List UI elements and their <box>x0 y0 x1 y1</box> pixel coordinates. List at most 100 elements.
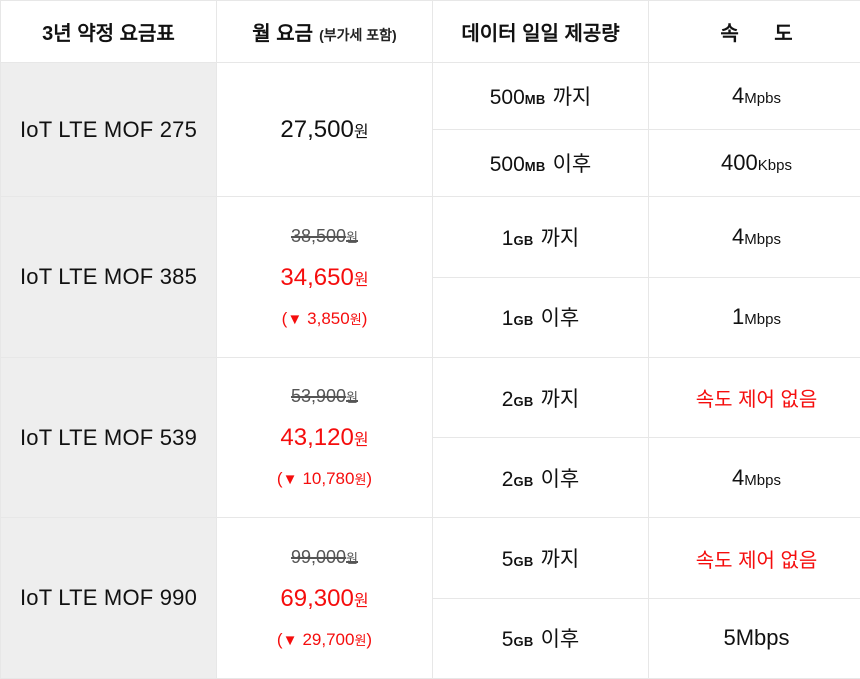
current-price-value: 69,300 <box>280 584 354 612</box>
quota-unit: MB <box>524 92 546 108</box>
speed-unit: Mbps <box>744 311 781 329</box>
header-monthly-fee: 월 요금 (부가세 포함) <box>216 0 433 63</box>
plan-name: IoT LTE MOF 275 <box>0 61 217 198</box>
currency-suffix: 원 <box>346 550 359 566</box>
current-price-value: 43,120 <box>280 424 354 452</box>
current-price: 69,300원 <box>280 585 368 613</box>
quota-value: 5 <box>501 628 514 652</box>
header-speed-label: 속 도 <box>720 23 793 45</box>
quota-unit: GB <box>513 473 534 489</box>
quota-label: 까지 <box>540 227 580 251</box>
plan-name: IoT LTE MOF 990 <box>0 517 217 679</box>
current-price: 27,500원 <box>280 116 368 144</box>
quota-value: 500 <box>489 86 525 110</box>
header-speed: 속 도 <box>648 0 860 63</box>
table-row: IoT LTE MOF 385 38,500원 34,650원 (▼ 3,850원… <box>0 196 860 358</box>
quota-value: 1 <box>501 307 514 331</box>
speed-unit: Mbps <box>735 625 790 651</box>
paren-open: ( <box>276 629 283 649</box>
currency-suffix: 원 <box>349 311 362 327</box>
table-row: IoT LTE MOF 275 27,500원 500MB 까지 4Mpbs <box>0 61 860 198</box>
data-quota-cell: 500MB 이후 <box>432 129 649 198</box>
speed-cell: 4Mpbs <box>648 61 860 131</box>
paren-close: ) <box>361 308 368 328</box>
currency-suffix: 원 <box>346 390 359 406</box>
table-row: IoT LTE MOF 990 99,000원 69,300원 (▼ 29,700… <box>0 517 860 679</box>
quota-unit: GB <box>513 393 534 409</box>
original-price: 38,500원 <box>291 226 358 247</box>
paren-open: ( <box>281 308 288 328</box>
speed-value: 1 <box>732 304 745 330</box>
quota-label: 까지 <box>552 86 592 110</box>
quota-value: 1 <box>501 227 514 251</box>
quota-unit: MB <box>524 159 546 175</box>
currency-suffix: 원 <box>353 432 369 450</box>
paren-open: ( <box>276 469 283 489</box>
discount-amount: 29,700 <box>302 629 355 649</box>
currency-suffix: 원 <box>346 229 359 245</box>
current-price: 34,650원 <box>280 264 368 292</box>
data-quota-cell: 1GB 까지 <box>432 196 649 278</box>
quota-value: 500 <box>489 153 525 177</box>
table-header-row: 3년 약정 요금표 월 요금 (부가세 포함) 데이터 일일 제공량 속 도 <box>0 0 860 63</box>
discount-amount: 10,780 <box>302 469 355 489</box>
quota-label: 까지 <box>540 548 580 572</box>
data-quota-cell: 1GB 이후 <box>432 276 649 358</box>
data-quota-cell: 2GB 이후 <box>432 437 649 519</box>
original-price-value: 53,900 <box>290 386 347 407</box>
speed-cell: 속도 제어 없음 <box>648 356 860 439</box>
current-price-value: 27,500 <box>280 115 354 143</box>
speed-value: 4 <box>732 224 745 250</box>
quota-unit: GB <box>513 313 534 329</box>
header-data-label: 데이터 일일 제공량 <box>461 23 620 45</box>
discount-note: (▼ 3,850원) <box>282 309 368 329</box>
currency-suffix: 원 <box>353 592 369 610</box>
data-quota-cell: 500MB 까지 <box>432 61 649 131</box>
paren-close: ) <box>366 629 373 649</box>
speed-cell: 속도 제어 없음 <box>648 517 860 599</box>
currency-suffix: 원 <box>353 271 369 289</box>
quota-label: 이후 <box>552 153 592 177</box>
speed-cell: 4Mbps <box>648 437 860 519</box>
header-fee-label: 월 요금 <box>252 23 314 45</box>
current-price-value: 34,650 <box>280 263 354 291</box>
original-price-value: 99,000 <box>290 546 347 567</box>
data-quota-cell: 5GB 까지 <box>432 517 649 599</box>
discount-arrow-icon: ▼ <box>282 631 298 649</box>
table-row: 2GB 이후 4Mbps <box>1 437 860 519</box>
speed-cell: 400Kbps <box>648 129 860 198</box>
speed-unit: Mbps <box>744 471 781 489</box>
discount-amount: 3,850 <box>307 308 350 328</box>
speed-cell: 4Mbps <box>648 196 860 278</box>
quota-value: 5 <box>501 548 514 572</box>
quota-label: 이후 <box>540 467 580 491</box>
discount-note: (▼ 29,700원) <box>277 630 372 650</box>
speed-no-limit-note: 속도 제어 없음 <box>695 549 818 572</box>
speed-unit: Mbps <box>744 231 781 249</box>
data-quota-cell: 5GB 이후 <box>432 597 649 679</box>
table-row: 500MB 이후 400Kbps <box>1 129 860 198</box>
speed-value: 4 <box>732 83 745 109</box>
discount-note: (▼ 10,780원) <box>277 469 372 489</box>
quota-label: 이후 <box>540 628 580 652</box>
plan-name: IoT LTE MOF 539 <box>0 356 217 519</box>
original-price: 53,900원 <box>291 386 358 407</box>
discount-arrow-icon: ▼ <box>287 310 303 328</box>
speed-unit: Mpbs <box>744 90 781 108</box>
currency-suffix: 원 <box>354 632 367 648</box>
speed-value: 400 <box>721 150 758 176</box>
plan-price-cell: 99,000원 69,300원 (▼ 29,700원) <box>216 517 433 679</box>
table-row: 1GB 이후 1Mbps <box>1 276 860 358</box>
speed-no-limit-note: 속도 제어 없음 <box>695 389 818 412</box>
table-row: IoT LTE MOF 539 53,900원 43,120원 (▼ 10,780… <box>0 356 860 519</box>
original-price: 99,000원 <box>291 547 358 568</box>
current-price: 43,120원 <box>280 424 368 452</box>
plan-name: IoT LTE MOF 385 <box>0 196 217 358</box>
data-quota-cell: 2GB 까지 <box>432 356 649 439</box>
plan-price-cell: 27,500원 <box>216 61 433 198</box>
currency-suffix: 원 <box>354 472 367 488</box>
header-vat-note: (부가세 포함) <box>319 27 397 43</box>
speed-value: 5 <box>723 625 736 651</box>
speed-cell: 1Mbps <box>648 276 860 358</box>
